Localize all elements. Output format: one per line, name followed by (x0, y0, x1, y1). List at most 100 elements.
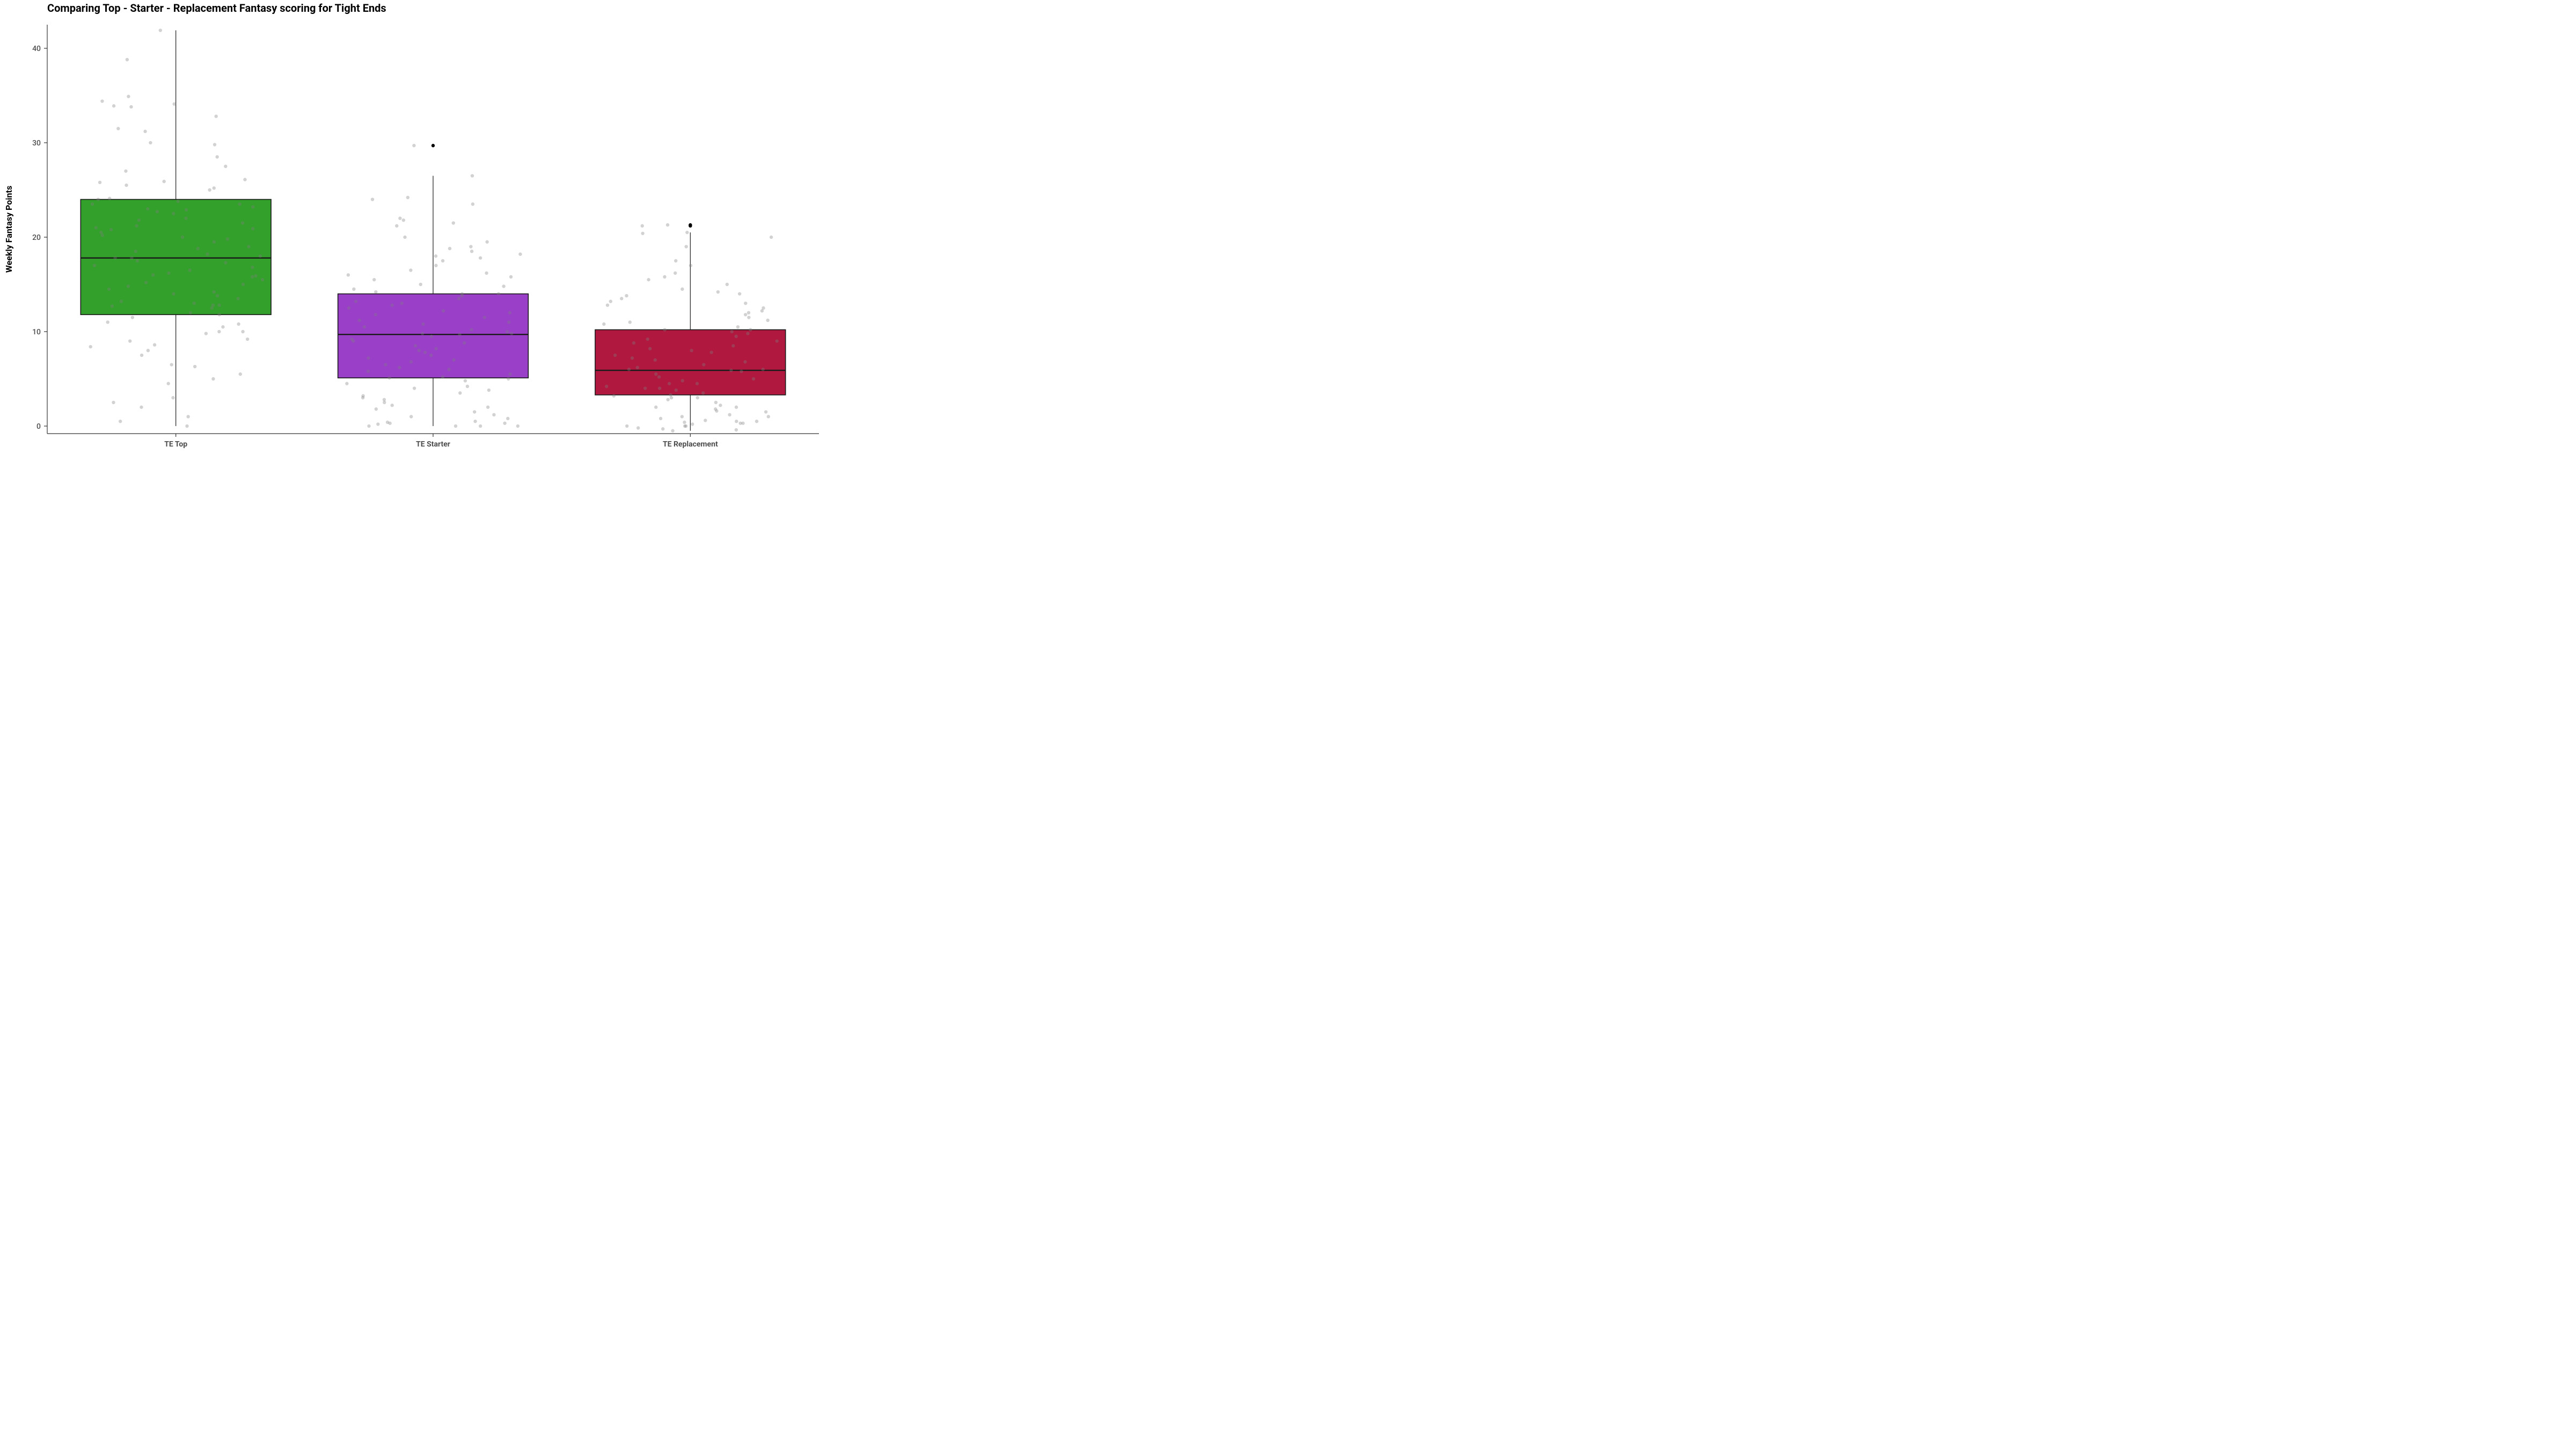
jitter-point (402, 218, 405, 222)
jitter-point (120, 299, 123, 303)
jitter-point (418, 349, 421, 352)
jitter-point (743, 360, 747, 363)
jitter-point (470, 328, 473, 331)
jitter-point (470, 250, 473, 253)
jitter-point (406, 196, 409, 199)
jitter-point (251, 266, 254, 269)
jitter-point (735, 420, 738, 423)
jitter-point (153, 343, 156, 346)
jitter-point (714, 401, 718, 404)
jitter-point (612, 394, 616, 397)
jitter-point (176, 200, 179, 203)
jitter-point (89, 345, 92, 348)
jitter-point (423, 350, 427, 354)
y-tick-label: 20 (32, 233, 41, 242)
jitter-point (760, 309, 764, 312)
jitter-point (100, 99, 104, 103)
jitter-point (674, 272, 677, 275)
jitter-point (658, 386, 661, 390)
jitter-point (144, 281, 148, 284)
jitter-point (510, 332, 513, 335)
jitter-point (646, 338, 649, 341)
jitter-point (463, 341, 466, 345)
jitter-point (464, 379, 467, 382)
jitter-point (766, 319, 769, 322)
jitter-point (734, 335, 737, 338)
jitter-point (419, 283, 422, 286)
jitter-point (744, 302, 747, 305)
jitter-point (454, 425, 457, 428)
jitter-point (702, 363, 705, 366)
jitter-point (647, 278, 650, 281)
boxplot-chart: Comparing Top - Starter - Replacement Fa… (0, 0, 824, 464)
jitter-point (390, 303, 393, 306)
jitter-point (746, 332, 749, 335)
jitter-point (680, 288, 684, 291)
jitter-point (429, 354, 433, 357)
jitter-point (704, 419, 707, 422)
jitter-point (372, 278, 376, 281)
jitter-point (460, 294, 464, 297)
jitter-point (193, 302, 196, 305)
jitter-point (352, 339, 355, 342)
jitter-point (469, 245, 472, 248)
jitter-point (172, 212, 175, 215)
jitter-point (620, 297, 623, 300)
jitter-point (628, 320, 632, 324)
jitter-point (136, 259, 139, 262)
jitter-point (643, 386, 647, 390)
jitter-point (172, 292, 175, 295)
jitter-point (251, 227, 254, 230)
jitter-point (719, 404, 722, 407)
jitter-point (135, 224, 138, 228)
jitter-point (166, 382, 170, 385)
jitter-point (216, 294, 219, 297)
jitter-point (93, 264, 96, 267)
jitter-point (208, 188, 211, 192)
jitter-point (388, 421, 391, 425)
jitter-point (636, 426, 640, 429)
jitter-point (738, 421, 742, 425)
jitter-point (409, 415, 413, 418)
jitter-point (214, 115, 217, 118)
jitter-point (162, 180, 165, 183)
jitter-point (770, 236, 773, 239)
jitter-point (247, 245, 250, 248)
jitter-point (685, 245, 688, 248)
jitter-point (129, 105, 133, 108)
jitter-point (441, 259, 444, 262)
jitter-point (106, 320, 109, 324)
jitter-point (506, 330, 509, 333)
jitter-point (775, 339, 779, 342)
outlier-point (689, 224, 692, 228)
jitter-point (387, 376, 391, 379)
jitter-point (137, 218, 141, 222)
jitter-point (140, 406, 143, 409)
jitter-point (696, 382, 699, 385)
jitter-point (109, 228, 113, 231)
jitter-point (671, 429, 674, 433)
jitter-point (217, 303, 221, 306)
jitter-point (485, 272, 488, 275)
jitter-point (663, 328, 666, 331)
jitter-point (627, 368, 631, 371)
jitter-point (400, 302, 404, 305)
jitter-point (221, 325, 224, 328)
jitter-point (111, 304, 114, 308)
category-label: TE Replacement (663, 440, 718, 449)
jitter-point (367, 370, 370, 373)
box (595, 330, 786, 394)
jitter-point (516, 425, 519, 428)
jitter-point (486, 406, 489, 409)
outlier-point (431, 144, 435, 147)
jitter-point (167, 272, 170, 275)
jitter-point (657, 375, 661, 378)
jitter-point (409, 268, 412, 272)
jitter-point (398, 366, 401, 369)
jitter-point (458, 391, 462, 394)
jitter-point (151, 273, 155, 276)
jitter-point (764, 410, 767, 413)
jitter-point (113, 256, 116, 259)
jitter-point (747, 316, 750, 319)
jitter-point (442, 309, 445, 312)
